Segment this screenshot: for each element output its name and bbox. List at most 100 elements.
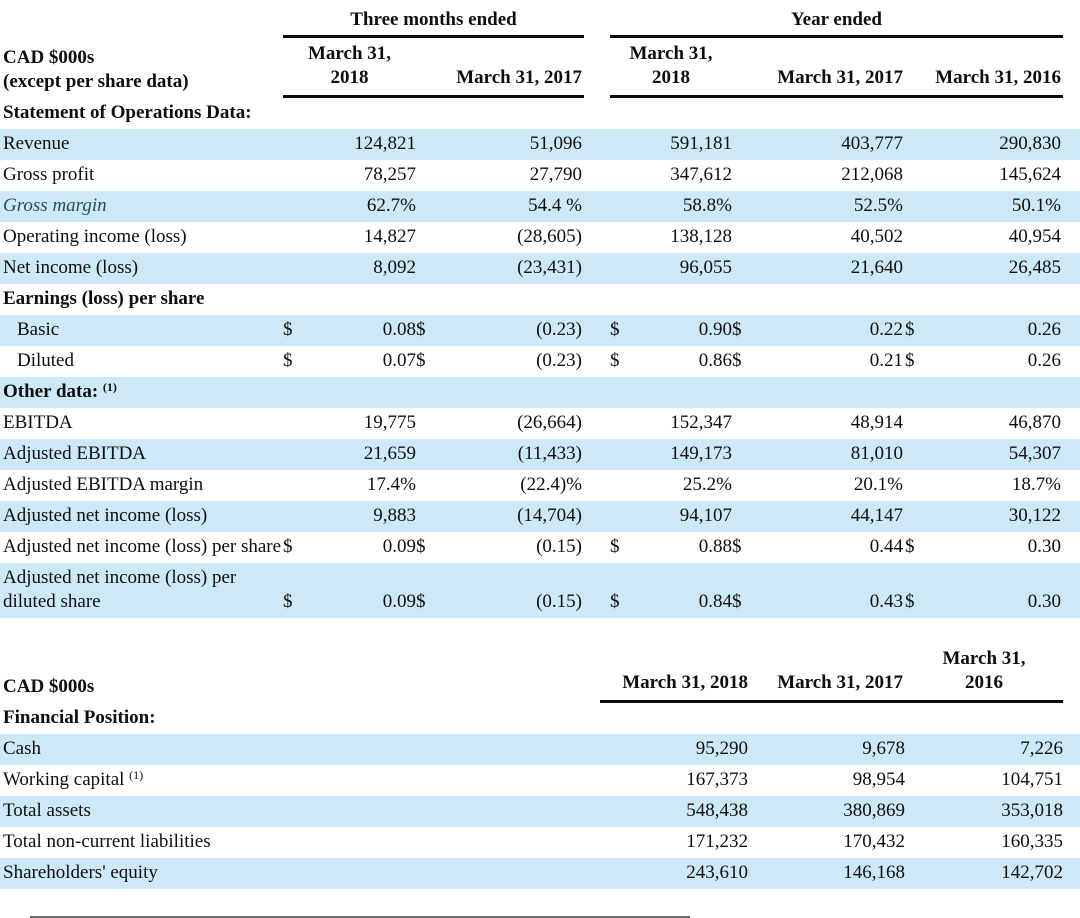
value-cell: $0.09	[283, 535, 416, 559]
value-cell: $ (0.15)	[416, 535, 584, 559]
footnote-ref: (1)	[129, 768, 144, 782]
data-row: Total non-current liabilities 171,232 170,…	[0, 827, 1080, 858]
row-label-text: Shareholders' equity	[3, 862, 158, 883]
cell-value: 167,373	[686, 769, 748, 790]
cell-value: 212,068	[841, 164, 903, 185]
row-label-text: Financial Position:	[3, 707, 156, 728]
currency-symbol: $	[283, 536, 293, 557]
value-cell: 30,122	[905, 504, 1063, 528]
cell-value: 403,777	[841, 133, 903, 154]
financial-position-table: CAD $000s March 31, 2018 March 31, 2017 …	[0, 645, 1080, 889]
value-cell: $0.44	[732, 535, 905, 559]
currency-symbol: $	[416, 319, 426, 340]
cell-value: 380,869	[843, 800, 905, 821]
row-label-text: Gross profit	[3, 164, 95, 185]
value-cell: $0.30	[905, 535, 1063, 559]
cell-value: 14,827	[363, 226, 416, 247]
row-label-text: Basic	[17, 319, 60, 340]
cell-value: 51,096	[529, 133, 582, 154]
currency-symbol: $	[283, 591, 293, 612]
cell-value: (0.23)	[536, 319, 582, 340]
row-label-text: Other data:	[3, 381, 99, 402]
section-header-row: Other data: (1)	[0, 377, 1080, 408]
value-cell: 347,612	[610, 163, 732, 187]
value-cell: 94,107	[610, 504, 732, 528]
value-cell: $ (0.23)	[416, 318, 584, 342]
row-label: Adjusted EBITDA	[0, 442, 283, 466]
currency-symbol: $	[283, 350, 293, 371]
row-label: EBITDA	[0, 411, 283, 435]
cell-value: 138,128	[670, 226, 732, 247]
currency-symbol: $	[283, 319, 293, 340]
value-cell: (14,704)	[416, 504, 584, 528]
cell-value: (23,431)	[517, 257, 582, 278]
units-label-2: CAD $000s	[3, 676, 95, 697]
value-cell: 167,373	[600, 768, 748, 792]
value-cell: 243,610	[600, 861, 748, 885]
value-cell: 26,485	[905, 256, 1063, 280]
section-header-row: Financial Position:	[0, 703, 1080, 734]
value-cell: 104,751	[905, 768, 1063, 792]
value-cell: 44,147	[732, 504, 905, 528]
data-row: Operating income (loss) 14,827 (28,605) 138…	[0, 222, 1080, 253]
group-year-ended: Year ended March 31, 2018 March 31, 2017…	[610, 8, 1063, 98]
cell-value: 0.26	[1027, 350, 1061, 371]
value-cell: $0.26	[905, 349, 1063, 373]
cell-value: 170,432	[843, 831, 905, 852]
value-cell: 17.4%	[283, 473, 416, 497]
cell-value: 0.44	[869, 536, 903, 557]
cell-value: 54,307	[1008, 443, 1061, 464]
row-label: Adjusted net income (loss)	[0, 504, 283, 528]
cell-value: 146,168	[843, 862, 905, 883]
operations-table-body: Statement of Operations Data: Revenue 124,…	[0, 98, 1080, 618]
row-label-text: Revenue	[3, 133, 70, 154]
value-cell: 40,954	[905, 225, 1063, 249]
cell-value: 62.7%	[366, 195, 416, 216]
col-header-y-2017: March 31, 2017	[777, 67, 903, 88]
cell-value: 353,018	[1001, 800, 1063, 821]
cell-value: 0.26	[1027, 319, 1061, 340]
value-cell: 54.4 %	[416, 194, 584, 218]
data-row: Cash 95,290 9,678 7,226	[0, 734, 1080, 765]
cell-value: 21,640	[850, 257, 903, 278]
cell-value: 17.4%	[366, 474, 416, 495]
row-label: Working capital (1)	[0, 768, 600, 792]
value-cell: 21,659	[283, 442, 416, 466]
value-cell: (28,605)	[416, 225, 584, 249]
value-cell: (22.4)%	[416, 473, 584, 497]
currency-symbol: $	[416, 591, 426, 612]
value-cell: 19,775	[283, 411, 416, 435]
cell-value: 78,257	[363, 164, 416, 185]
value-cell: $0.08	[283, 318, 416, 342]
cell-value: (0.15)	[536, 536, 582, 557]
value-cell: $ (0.23)	[416, 349, 584, 373]
currency-symbol: $	[905, 319, 915, 340]
financial-position-body: Financial Position: Cash 95,290 9,678 7,226 W…	[0, 703, 1080, 889]
value-cell: 95,290	[600, 737, 748, 761]
value-cell: 21,640	[732, 256, 905, 280]
row-label-text: Cash	[3, 738, 41, 759]
currency-symbol: $	[416, 350, 426, 371]
data-row: Gross margin 62.7% 54.4 % 58.8% 52.5% 50.1%	[0, 191, 1080, 222]
value-cell: 170,432	[748, 830, 905, 854]
col-header-fp-2016: March 31, 2016	[942, 648, 1026, 693]
data-row: Adjusted EBITDA margin 17.4% (22.4)% 25.2% 2…	[0, 470, 1080, 501]
cell-value: 54.4 %	[528, 195, 582, 216]
cell-value: 25.2%	[682, 474, 732, 495]
row-label: Diluted	[0, 349, 283, 373]
value-cell: (11,433)	[416, 442, 584, 466]
data-row: Adjusted net income (loss) per share $0.0…	[0, 532, 1080, 563]
row-label: Revenue	[0, 132, 283, 156]
cell-value: 95,290	[695, 738, 748, 759]
cell-value: 30,122	[1008, 505, 1061, 526]
value-cell: 20.1%	[732, 473, 905, 497]
value-cell: 212,068	[732, 163, 905, 187]
value-cell: 96,055	[610, 256, 732, 280]
cell-value: 20.1%	[853, 474, 903, 495]
col-header-y-2016: March 31, 2016	[935, 67, 1061, 88]
cell-value: 0.21	[869, 350, 903, 371]
value-cell: 353,018	[905, 799, 1063, 823]
row-label: Shareholders' equity	[0, 861, 600, 885]
col-header-q-2017: March 31, 2017	[456, 67, 582, 88]
cell-value: 0.88	[698, 536, 732, 557]
